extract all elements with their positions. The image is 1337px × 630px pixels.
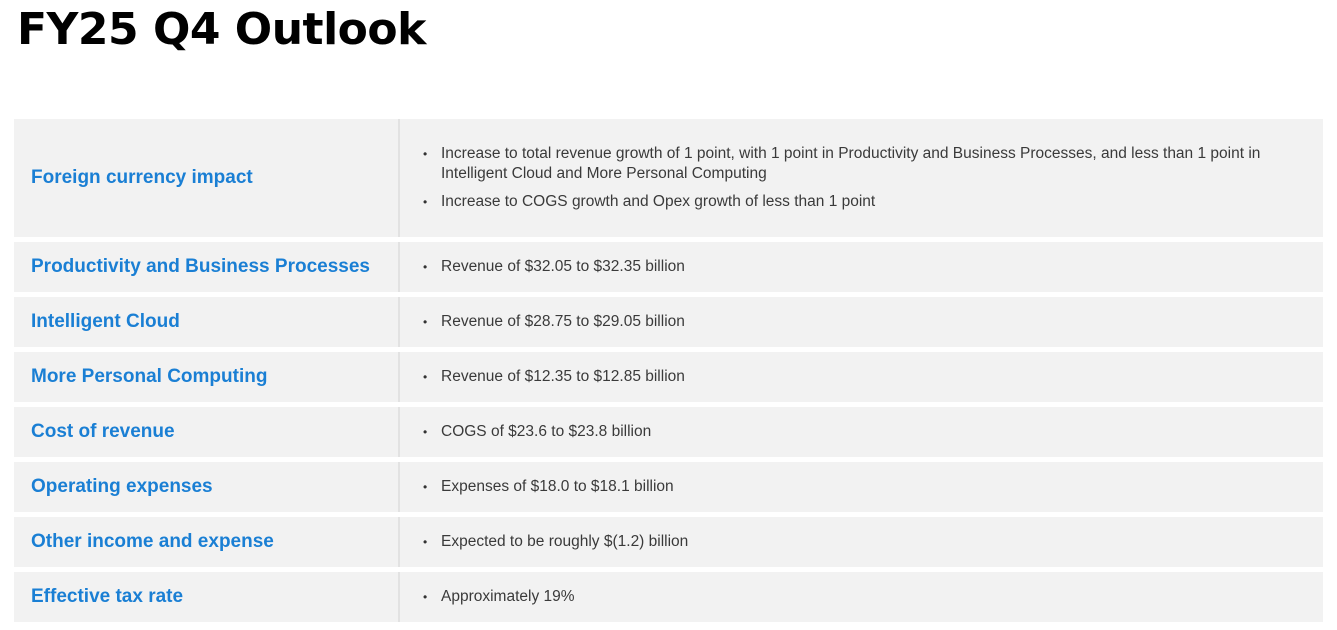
- row-label: Productivity and Business Processes: [31, 256, 370, 277]
- row-label: Operating expenses: [31, 476, 213, 497]
- bullet-text: Increase to total revenue growth of 1 po…: [441, 145, 1261, 182]
- row-label: More Personal Computing: [31, 366, 268, 387]
- table-row-productivity-business-processes: Productivity and Business Processes • Re…: [14, 242, 1323, 292]
- bullet-text: Revenue of $28.75 to $29.05 billion: [441, 313, 685, 330]
- bullet-icon: •: [423, 535, 428, 549]
- row-value-cell: • Approximately 19%: [400, 572, 1323, 622]
- bullet-item: • Expenses of $18.0 to $18.1 billion: [423, 477, 1293, 497]
- bullet-text: Increase to COGS growth and Opex growth …: [441, 193, 876, 210]
- row-value-cell: • Revenue of $28.75 to $29.05 billion: [400, 297, 1323, 347]
- page-title: FY25 Q4 Outlook: [17, 4, 426, 55]
- row-label: Cost of revenue: [31, 421, 175, 442]
- bullet-item: • Revenue of $32.05 to $32.35 billion: [423, 257, 1293, 277]
- table-row-more-personal-computing: More Personal Computing • Revenue of $12…: [14, 352, 1323, 402]
- table-row-cost-of-revenue: Cost of revenue • COGS of $23.6 to $23.8…: [14, 407, 1323, 457]
- row-label: Intelligent Cloud: [31, 311, 180, 332]
- table-row-intelligent-cloud: Intelligent Cloud • Revenue of $28.75 to…: [14, 297, 1323, 347]
- row-label-cell: Operating expenses: [14, 462, 400, 512]
- row-value-cell: • Expenses of $18.0 to $18.1 billion: [400, 462, 1323, 512]
- bullet-item: • Expected to be roughly $(1.2) billion: [423, 532, 1293, 552]
- bullet-item: • COGS of $23.6 to $23.8 billion: [423, 422, 1293, 442]
- row-label-cell: Effective tax rate: [14, 572, 400, 622]
- row-label: Other income and expense: [31, 531, 274, 552]
- table-row-effective-tax-rate: Effective tax rate • Approximately 19%: [14, 572, 1323, 622]
- bullet-icon: •: [423, 370, 428, 384]
- row-label-cell: Foreign currency impact: [14, 119, 400, 237]
- bullet-item: • Approximately 19%: [423, 587, 1293, 607]
- row-value-cell: • Increase to total revenue growth of 1 …: [400, 119, 1323, 237]
- bullet-text: Revenue of $12.35 to $12.85 billion: [441, 368, 685, 385]
- row-value-cell: • Revenue of $12.35 to $12.85 billion: [400, 352, 1323, 402]
- bullet-icon: •: [423, 195, 428, 209]
- bullet-icon: •: [423, 480, 428, 494]
- bullet-item: • Increase to COGS growth and Opex growt…: [423, 192, 1293, 212]
- row-value-cell: • Revenue of $32.05 to $32.35 billion: [400, 242, 1323, 292]
- table-row-other-income-expense: Other income and expense • Expected to b…: [14, 517, 1323, 567]
- row-label-cell: Cost of revenue: [14, 407, 400, 457]
- bullet-icon: •: [423, 315, 428, 329]
- row-value-cell: • COGS of $23.6 to $23.8 billion: [400, 407, 1323, 457]
- outlook-table: Foreign currency impact • Increase to to…: [14, 119, 1323, 627]
- bullet-icon: •: [423, 260, 428, 274]
- bullet-item: • Increase to total revenue growth of 1 …: [423, 144, 1293, 184]
- table-row-foreign-currency-impact: Foreign currency impact • Increase to to…: [14, 119, 1323, 237]
- bullet-icon: •: [423, 590, 428, 604]
- bullet-icon: •: [423, 147, 428, 161]
- row-label: Effective tax rate: [31, 586, 184, 607]
- bullet-text: Approximately 19%: [441, 588, 575, 605]
- bullet-item: • Revenue of $12.35 to $12.85 billion: [423, 367, 1293, 387]
- bullet-text: Expected to be roughly $(1.2) billion: [441, 533, 689, 550]
- bullet-item: • Revenue of $28.75 to $29.05 billion: [423, 312, 1293, 332]
- row-label: Foreign currency impact: [31, 167, 253, 188]
- row-label-cell: More Personal Computing: [14, 352, 400, 402]
- table-row-operating-expenses: Operating expenses • Expenses of $18.0 t…: [14, 462, 1323, 512]
- bullet-text: Revenue of $32.05 to $32.35 billion: [441, 258, 685, 275]
- row-label-cell: Other income and expense: [14, 517, 400, 567]
- row-value-cell: • Expected to be roughly $(1.2) billion: [400, 517, 1323, 567]
- bullet-icon: •: [423, 425, 428, 439]
- row-label-cell: Productivity and Business Processes: [14, 242, 400, 292]
- bullet-text: Expenses of $18.0 to $18.1 billion: [441, 478, 674, 495]
- bullet-text: COGS of $23.6 to $23.8 billion: [441, 423, 652, 440]
- row-label-cell: Intelligent Cloud: [14, 297, 400, 347]
